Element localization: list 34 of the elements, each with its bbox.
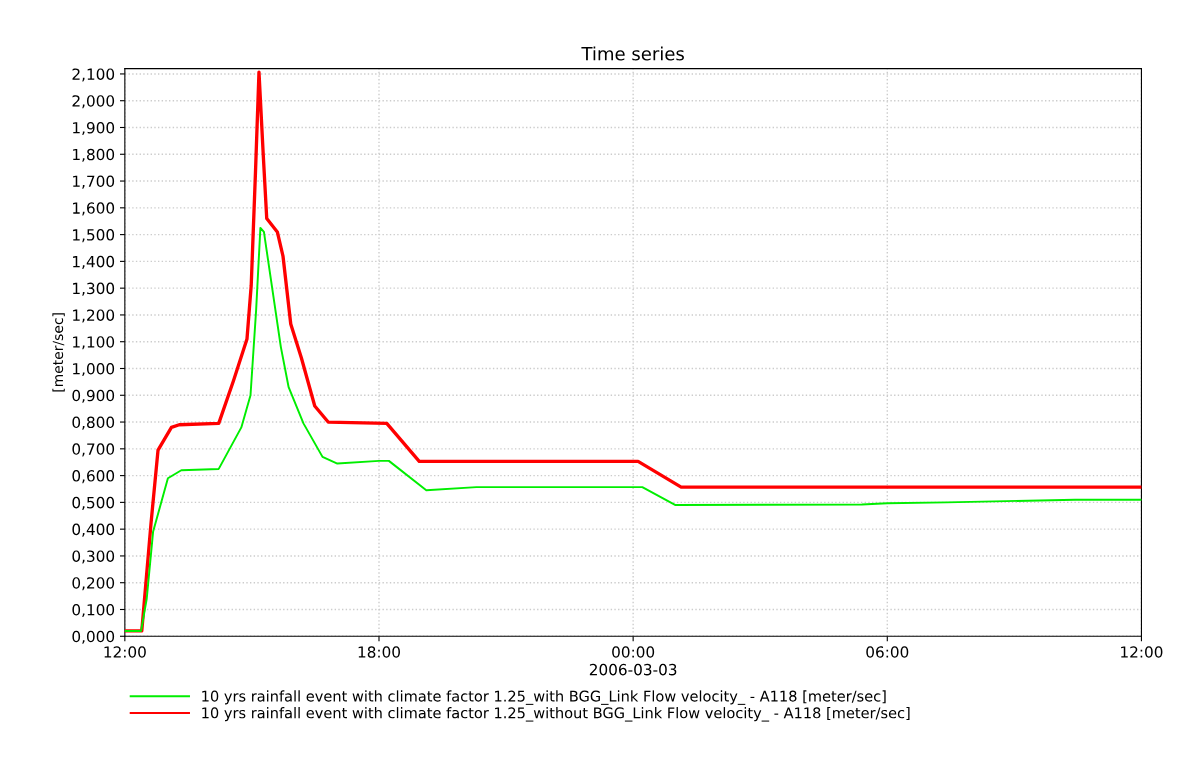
y-tick-label: 1,500 [73, 229, 115, 243]
legend-label: 10 yrs rainfall event with climate factor 1.25_without BGG_Link Flow velocity_ - A118 [meter/sec] [202, 707, 910, 722]
y-tick-label: 1,700 [73, 175, 115, 189]
x-tick-label: 06:00 [866, 646, 909, 658]
y-tick-label: 0,800 [72, 416, 115, 430]
y-tick-label: 0,500 [72, 496, 115, 510]
y-tick-label: 0,600 [72, 470, 115, 484]
x-tick-label: 00:00 [612, 646, 655, 658]
line-series [124, 70, 1142, 633]
x-tick-label: 12:00 [1121, 646, 1163, 658]
y-tick-label: 0,100 [72, 603, 115, 618]
y-tick-label: 0,400 [72, 523, 115, 537]
y-tick-label: 1,300 [73, 282, 115, 296]
y-tick-label: 1,400 [73, 255, 115, 269]
y-tick-label: 0,300 [72, 550, 115, 564]
y-tick-label: 1,100 [73, 336, 115, 350]
x-tick-label: 12:00 [104, 646, 146, 658]
y-tick-label: 1,900 [73, 121, 115, 136]
y-tick-label: 2,000 [72, 95, 115, 109]
y-tick-label: 0,000 [72, 630, 115, 644]
y-tick-label: 2,100 [72, 68, 115, 82]
y-tick-label: 1,000 [73, 362, 115, 377]
chart-title: Time series [581, 46, 684, 61]
y-tick-label: 0,200 [72, 577, 115, 591]
x-axis-title: 2006-03-03 [589, 663, 677, 676]
y-tick-label: 1,600 [73, 202, 115, 216]
legend-label: 10 yrs rainfall event with climate factor 1.25_with BGG_Link Flow velocity_ - A118 [meter/sec] [202, 690, 886, 705]
y-tick-label: 1,200 [73, 309, 115, 323]
y-tick-label: 0,900 [72, 389, 115, 403]
x-tick-label: 18:00 [358, 646, 400, 658]
line-series [124, 226, 1142, 632]
y-tick-label: 1,800 [73, 148, 115, 162]
y-axis-title: [meter/sec] [52, 313, 65, 392]
y-tick-label: 0,700 [72, 443, 115, 457]
